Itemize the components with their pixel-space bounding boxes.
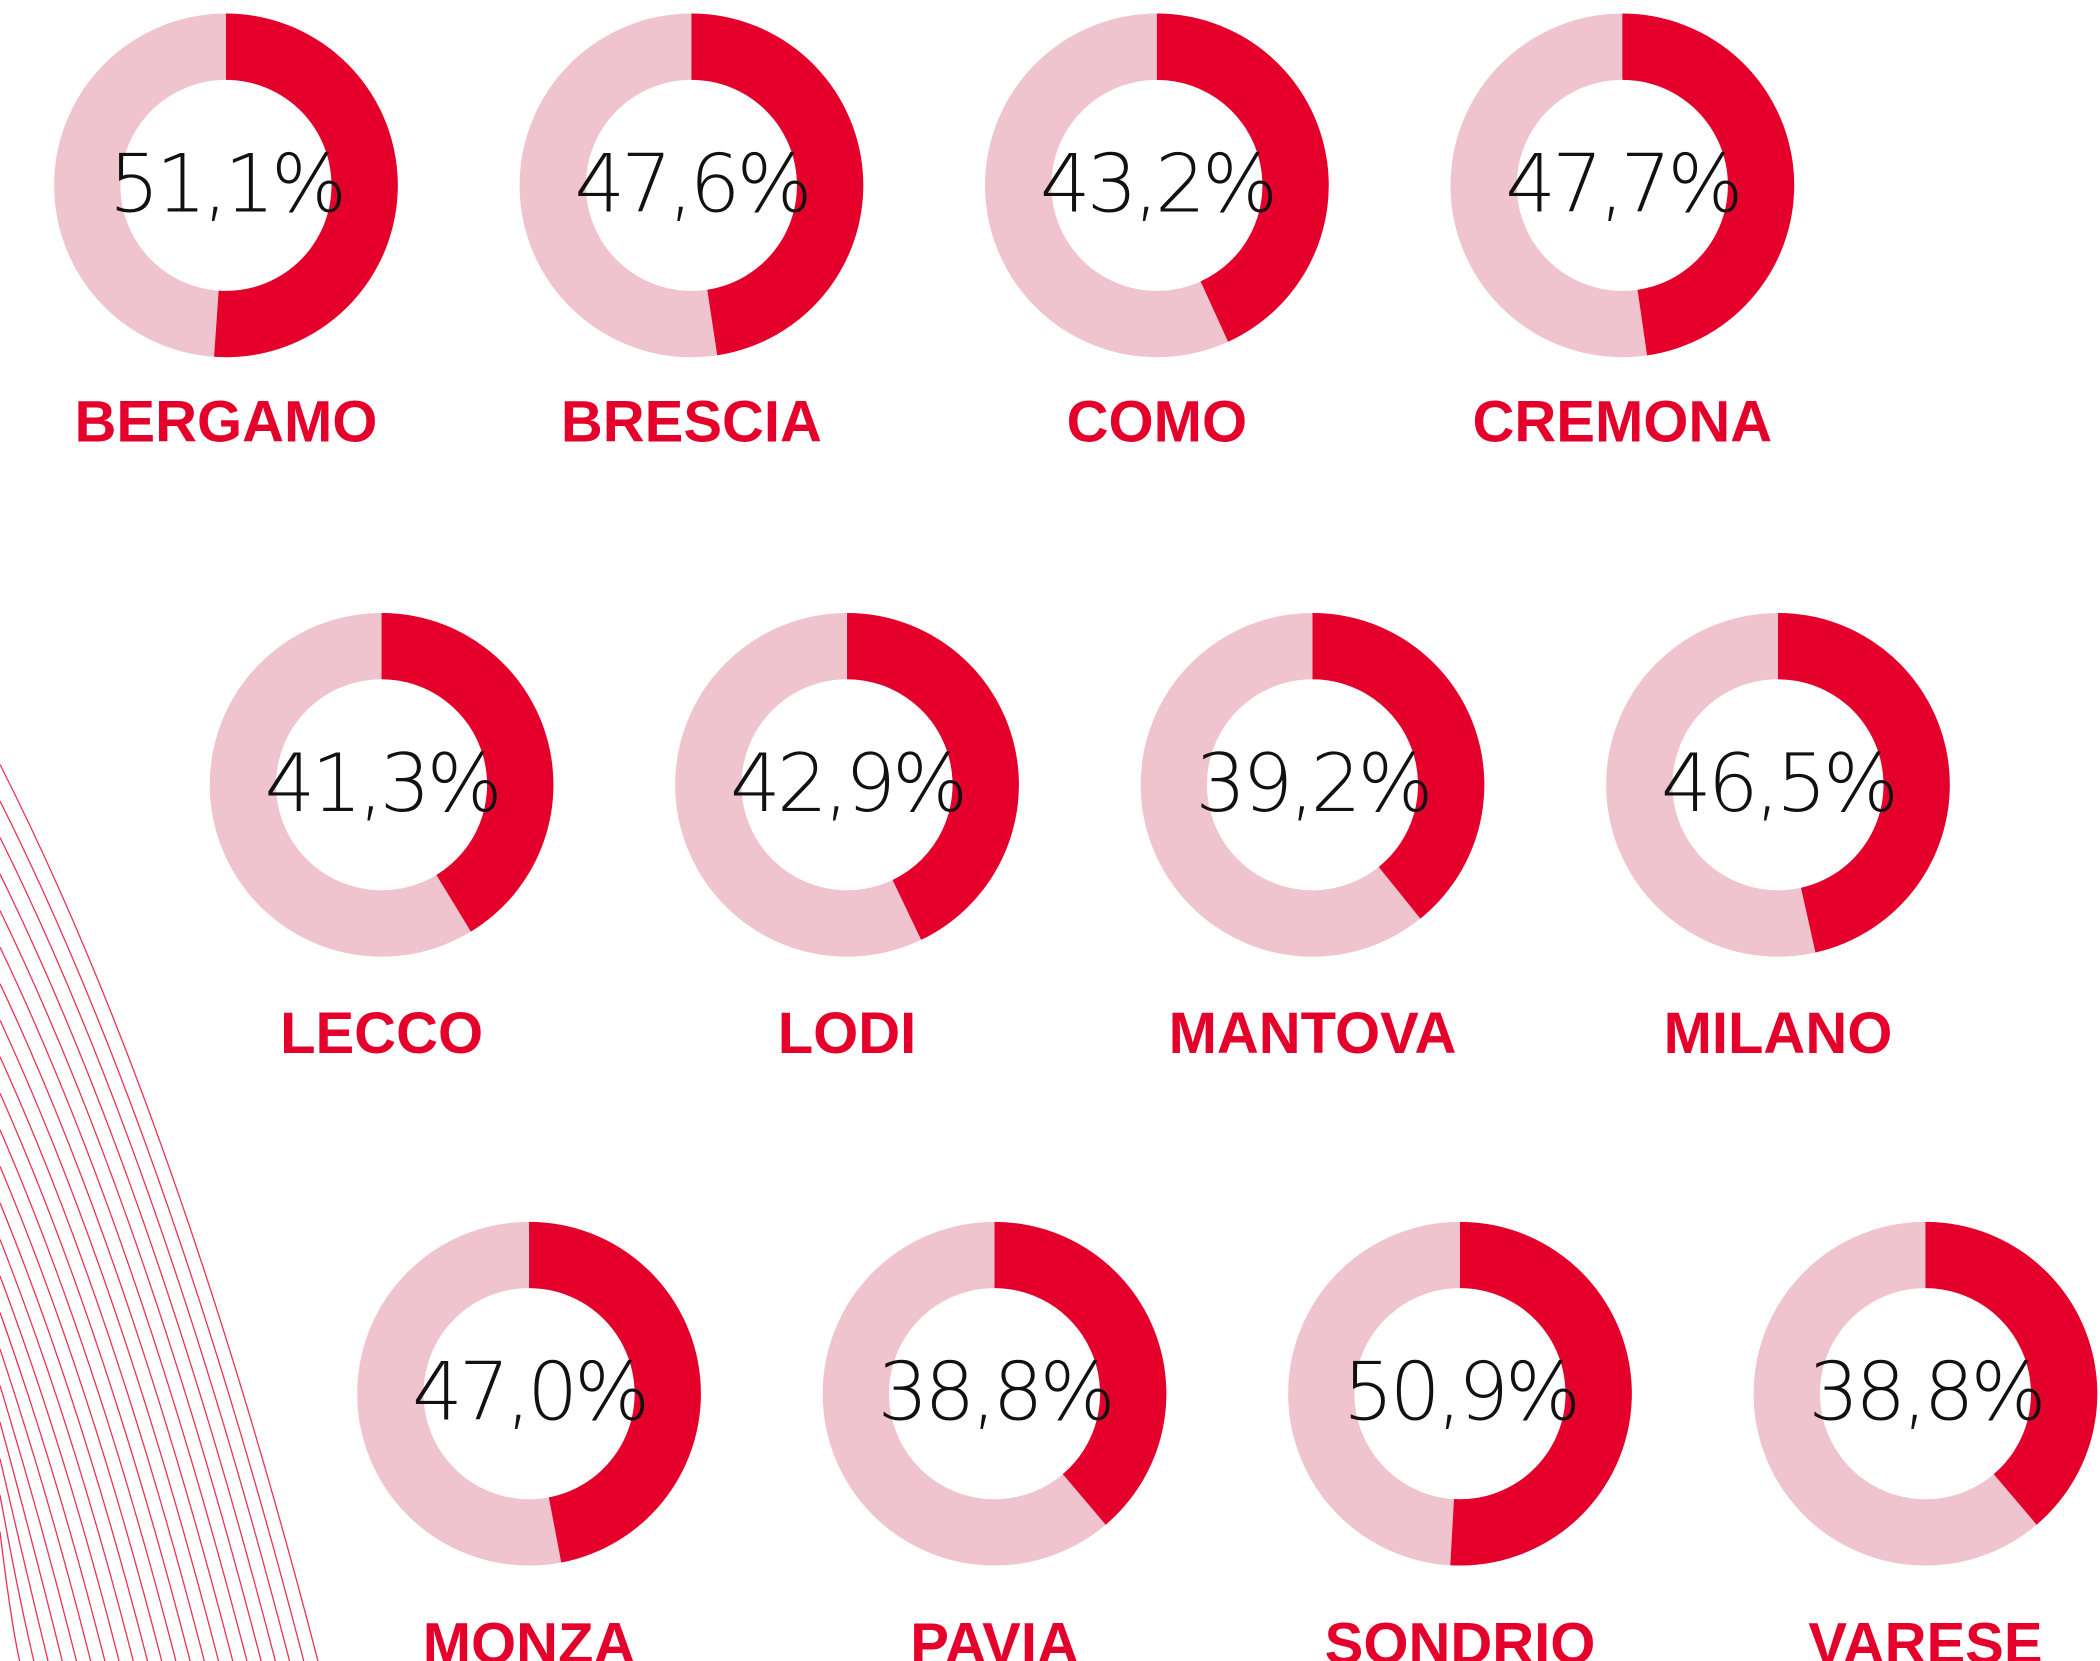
city-name: MILANO [1664, 1001, 1893, 1066]
ring-value [1777, 612, 1950, 953]
decor-line [0, 1385, 78, 1661]
decor-line [0, 1458, 49, 1661]
decor-line [0, 764, 319, 1661]
value-label: 51,1% [109, 137, 343, 230]
decor-line [0, 983, 234, 1661]
value-label: 38,8% [1808, 1346, 2042, 1439]
decor-line [0, 1056, 205, 1661]
decor-line [0, 1495, 35, 1661]
decor-line [0, 1019, 220, 1661]
ring-value [994, 1221, 1167, 1525]
decor-line [0, 1531, 21, 1661]
city-name: COMO [1067, 390, 1247, 455]
value-label: 50,9% [1343, 1346, 1577, 1439]
value-label: 38,8% [877, 1346, 1111, 1439]
value-label: 47,6% [574, 137, 808, 230]
decor-line [0, 1239, 134, 1661]
ring-value [381, 612, 554, 932]
city-name: MANTOVA [1169, 1001, 1457, 1066]
city-name: CREMONA [1473, 390, 1773, 455]
decor-line [0, 1275, 120, 1661]
decor-line [0, 1312, 106, 1661]
ring-value [214, 13, 398, 358]
city-name: BERGAMO [75, 390, 378, 455]
decor-line [0, 1202, 149, 1661]
decor-line [0, 1348, 92, 1661]
decor-line [0, 1129, 177, 1661]
ring-value [529, 1221, 701, 1563]
city-name: PAVIA [910, 1611, 1079, 1661]
ring-value [1622, 13, 1795, 356]
value-label: 39,2% [1195, 737, 1429, 830]
ring-value [1925, 1221, 2098, 1525]
value-label: 46,5% [1661, 737, 1895, 830]
decor-line [0, 873, 276, 1661]
ring-value [1312, 612, 1485, 919]
value-label: 47,0% [412, 1346, 646, 1439]
city-name: LECCO [280, 1001, 483, 1066]
ring-value [1156, 13, 1329, 342]
decor-line [0, 800, 305, 1661]
ring-value [1450, 1221, 1632, 1566]
decor-line [0, 837, 291, 1661]
decor-line [0, 1093, 191, 1661]
decor-line [0, 946, 248, 1661]
value-label: 47,7% [1505, 137, 1739, 230]
value-label: 41,3% [265, 737, 499, 830]
city-name: VARESE [1808, 1611, 2042, 1661]
decor-line [0, 1166, 163, 1661]
city-name: BRESCIA [561, 390, 822, 455]
ring-value [691, 13, 864, 356]
decor-line [0, 910, 262, 1661]
city-name: MONZA [423, 1611, 636, 1661]
city-name: LODI [778, 1001, 917, 1066]
city-name: SONDRIO [1325, 1611, 1596, 1661]
value-label: 42,9% [730, 737, 964, 830]
ring-value [847, 612, 1019, 940]
decor-line [0, 1421, 63, 1661]
value-label: 43,2% [1040, 137, 1274, 230]
